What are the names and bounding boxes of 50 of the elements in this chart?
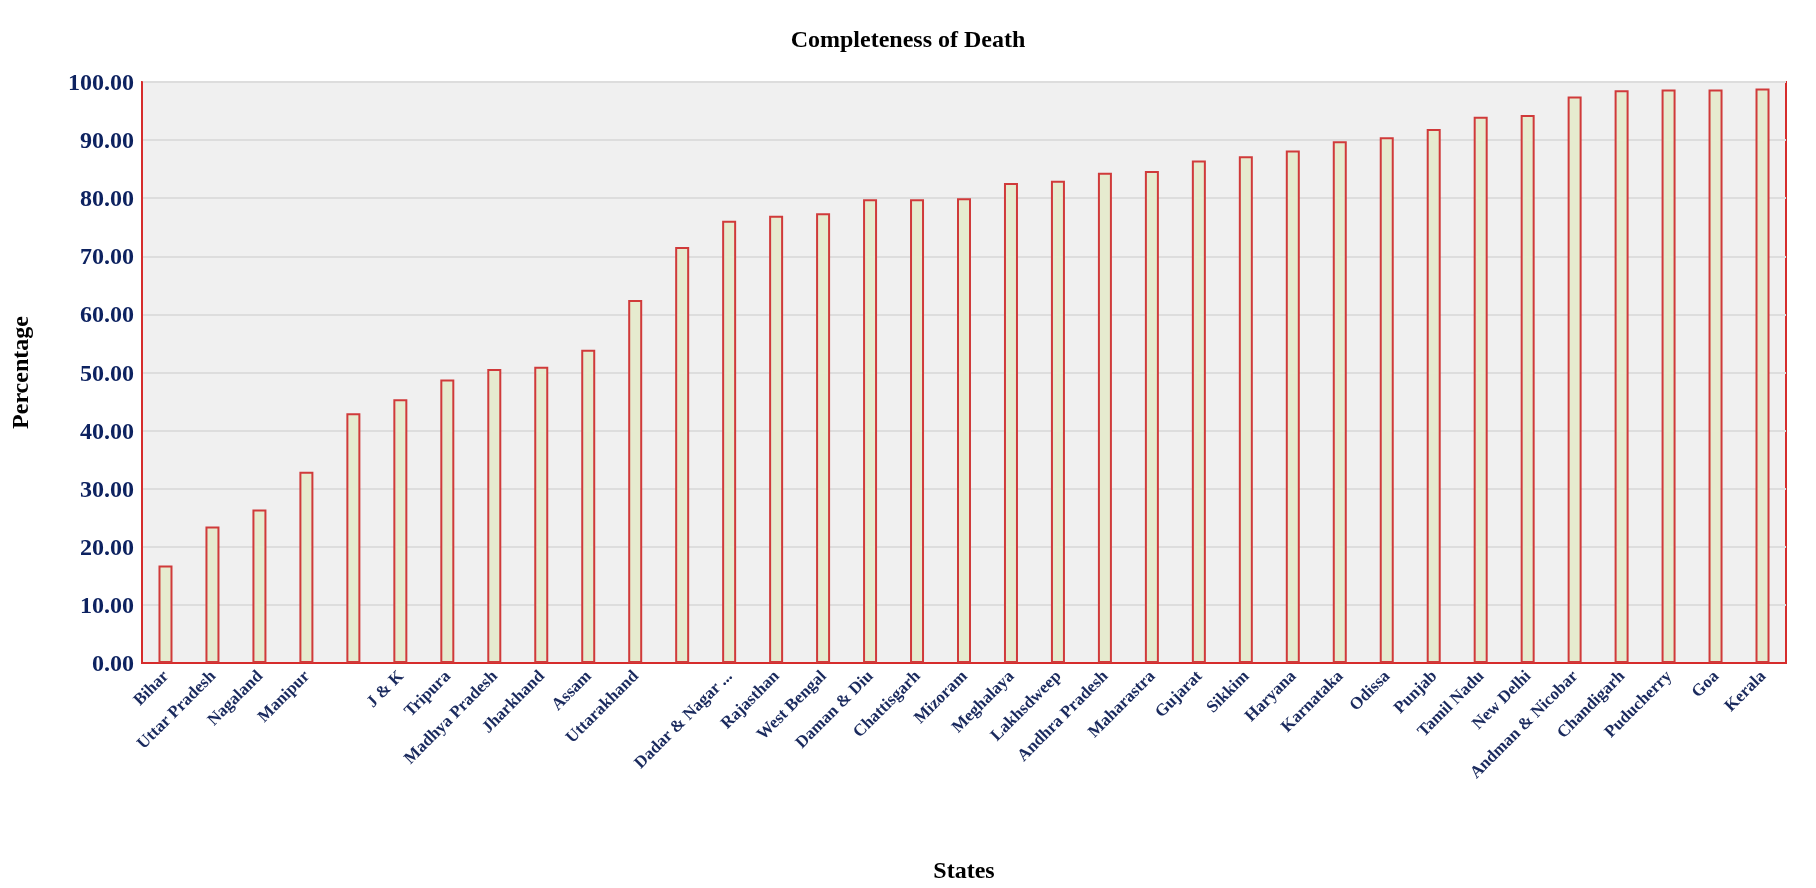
y-tick-label: 60.00 bbox=[80, 301, 134, 328]
y-tick-label: 30.00 bbox=[80, 475, 134, 502]
bar bbox=[675, 247, 690, 663]
bar bbox=[487, 369, 502, 663]
y-tick-label: 50.00 bbox=[80, 359, 134, 386]
bar bbox=[722, 220, 737, 663]
bar bbox=[440, 379, 455, 663]
bar bbox=[1144, 170, 1159, 663]
y-axis-title: Percentage bbox=[7, 315, 33, 429]
y-tick-label: 40.00 bbox=[80, 417, 134, 444]
bar bbox=[1426, 129, 1441, 663]
y-tick-label: 20.00 bbox=[80, 533, 134, 560]
bar bbox=[1238, 156, 1253, 663]
bar bbox=[1473, 116, 1488, 663]
y-tick-label: 70.00 bbox=[80, 243, 134, 270]
bar bbox=[1379, 137, 1394, 663]
bar bbox=[1614, 90, 1629, 663]
y-tick-label: 100.00 bbox=[68, 69, 134, 95]
bar bbox=[910, 199, 925, 663]
bar bbox=[863, 199, 878, 663]
bar bbox=[534, 366, 549, 663]
bar bbox=[393, 399, 408, 663]
bar bbox=[1285, 150, 1300, 663]
y-tick-label: 10.00 bbox=[80, 591, 134, 618]
bar bbox=[816, 213, 831, 663]
bar bbox=[1050, 180, 1065, 663]
bar bbox=[252, 509, 267, 663]
y-tick-label: 90.00 bbox=[80, 127, 134, 154]
bar bbox=[1661, 89, 1676, 663]
bar bbox=[1097, 172, 1112, 663]
bar bbox=[957, 198, 971, 663]
bar bbox=[158, 565, 173, 663]
bar bbox=[1567, 96, 1582, 663]
chart-title: Completeness of Death bbox=[790, 26, 1026, 52]
bar bbox=[1191, 160, 1206, 663]
bar bbox=[1755, 88, 1770, 663]
y-tick-label: 0.00 bbox=[92, 650, 134, 676]
bar bbox=[346, 413, 361, 663]
x-tick-label: Goa bbox=[1687, 665, 1723, 702]
x-axis-title: States bbox=[933, 857, 995, 883]
bar bbox=[205, 526, 220, 663]
bar bbox=[769, 215, 784, 663]
bar bbox=[1520, 115, 1535, 663]
bar bbox=[1332, 141, 1347, 663]
bar bbox=[628, 299, 643, 663]
y-tick-label: 80.00 bbox=[80, 185, 134, 212]
bar bbox=[1708, 89, 1723, 663]
bar bbox=[581, 349, 596, 663]
bar bbox=[299, 471, 314, 663]
bar bbox=[1003, 183, 1018, 663]
